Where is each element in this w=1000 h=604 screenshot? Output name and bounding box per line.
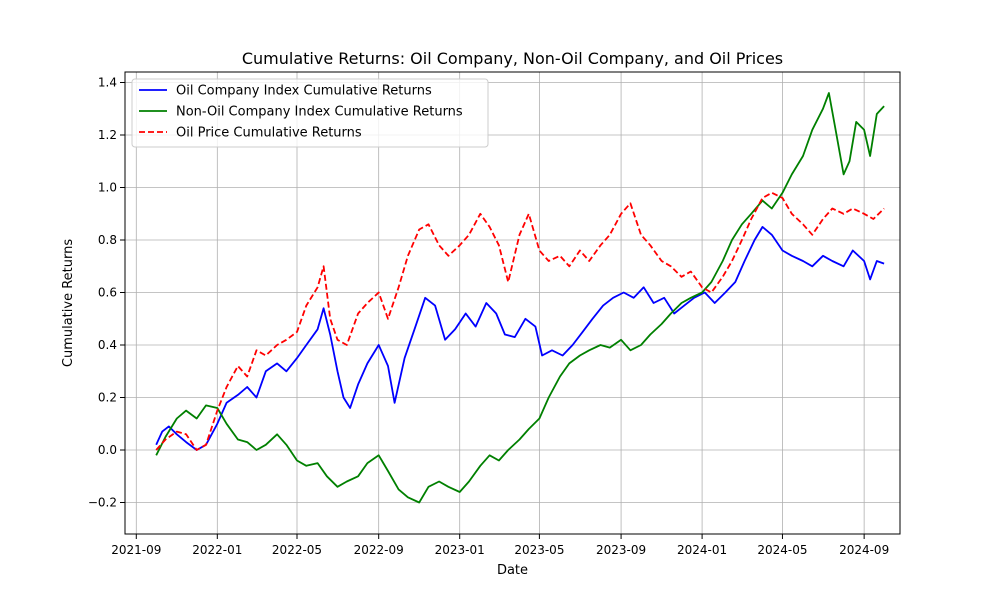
legend: Oil Company Index Cumulative Returns Non-…: [131, 78, 489, 148]
x-tick-label: 2023-05: [514, 543, 564, 557]
x-tick-label: 2022-01: [192, 543, 242, 557]
y-tick-label: 0.8: [98, 233, 117, 247]
legend-label: Oil Price Cumulative Returns: [176, 126, 362, 141]
y-tick-label: 1.2: [98, 128, 117, 142]
legend-label: Oil Company Index Cumulative Returns: [176, 84, 432, 99]
chart-title: Cumulative Returns: Oil Company, Non-Oil…: [242, 49, 783, 68]
y-axis-label: Cumulative Returns: [61, 239, 76, 367]
y-axis-ticks: −0.2 0.0 0.2 0.4 0.6 0.8 1.0 1.2 1.4: [88, 76, 125, 510]
y-tick-label: 0.2: [98, 391, 117, 405]
grid-lines: [125, 72, 900, 534]
x-tick-label: 2024-05: [757, 543, 807, 557]
y-tick-label: 0.6: [98, 286, 117, 300]
x-tick-label: 2024-01: [677, 543, 727, 557]
x-tick-label: 2022-05: [272, 543, 322, 557]
series-lines: [155, 92, 885, 504]
series-line-0: [155, 226, 885, 451]
y-tick-label: 0.0: [98, 443, 117, 457]
y-tick-label: 1.4: [98, 76, 117, 90]
x-tick-label: 2023-09: [596, 543, 646, 557]
x-tick-label: 2022-09: [354, 543, 404, 557]
x-tick-label: 2023-01: [435, 543, 485, 557]
legend-box: [131, 78, 489, 148]
y-tick-label: 0.4: [98, 338, 117, 352]
plot-area-frame: [124, 71, 901, 535]
x-tick-label: 2024-09: [839, 543, 889, 557]
x-tick-label: 2021-09: [111, 543, 161, 557]
series-line-2: [155, 191, 885, 451]
y-tick-label: −0.2: [88, 496, 117, 510]
x-axis-label: Date: [497, 563, 528, 578]
series-line-1: [155, 92, 885, 504]
legend-label: Non-Oil Company Index Cumulative Returns: [176, 105, 463, 120]
x-axis-ticks: 2021-09 2022-01 2022-05 2022-09 2023-01 2023-…: [111, 534, 889, 557]
y-tick-label: 1.0: [98, 181, 117, 195]
